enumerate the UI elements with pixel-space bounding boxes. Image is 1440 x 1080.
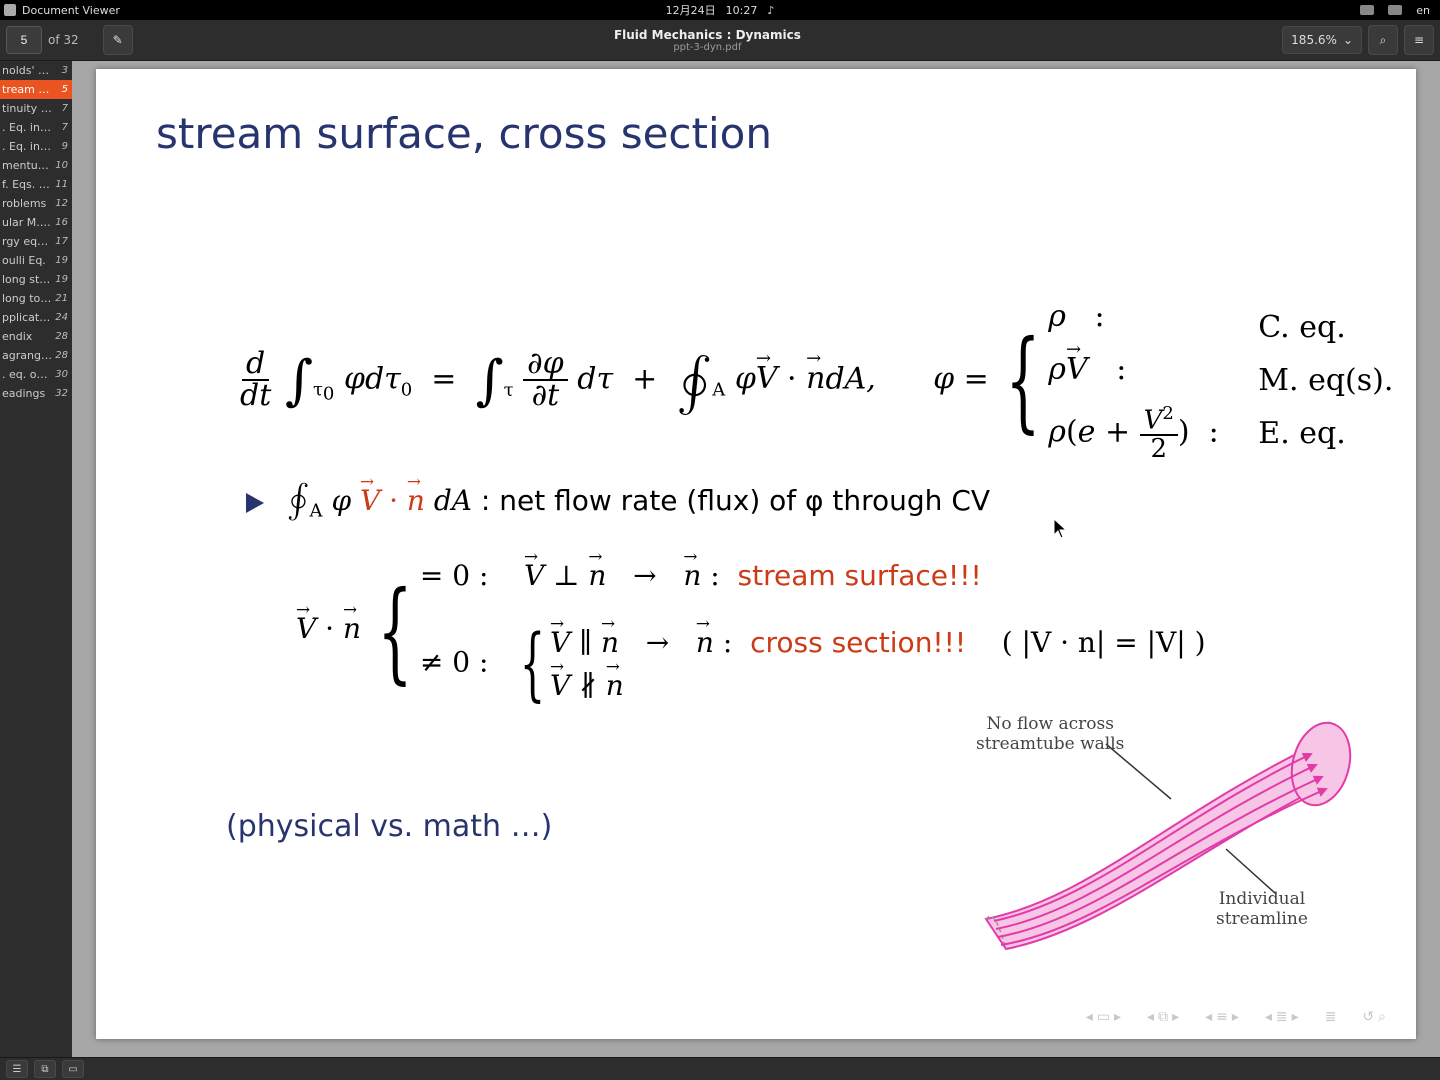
outline-item[interactable]: ular M. E…16 bbox=[0, 213, 72, 232]
main-area: nolds' tr…3tream s…5tinuity e…7. Eq. in … bbox=[0, 61, 1440, 1057]
statusbar: ☰ ⧉ ▭ bbox=[0, 1057, 1440, 1080]
topbar-date: 12月24日 bbox=[666, 2, 716, 18]
app-title: Document Viewer bbox=[22, 4, 120, 17]
tube-label-streamline: Individual streamline bbox=[1216, 889, 1308, 930]
dual-page-icon: ⧉ bbox=[41, 1064, 48, 1075]
outline-item[interactable]: long tot…21 bbox=[0, 289, 72, 308]
outline-item[interactable]: long str…19 bbox=[0, 270, 72, 289]
document-title: Fluid Mechanics : Dynamics bbox=[139, 28, 1277, 42]
zoom-selector[interactable]: 185.6% ⌄ bbox=[1282, 26, 1362, 54]
sidebar-toggle-button[interactable]: ☰ bbox=[6, 1060, 28, 1078]
outline-item[interactable]: tinuity e…7 bbox=[0, 99, 72, 118]
dual-page-button[interactable]: ⧉ bbox=[34, 1060, 56, 1078]
title-zone: Fluid Mechanics : Dynamics ppt-3-dyn.pdf bbox=[139, 28, 1277, 53]
caret-down-icon: ⌄ bbox=[1343, 33, 1353, 47]
reynolds-transport-equation: ddt ∫τ0 φdτ0 = ∫τ ∂φ∂t dτ + ∮A φV · ndA,… bbox=[236, 299, 1393, 462]
tube-label-walls: No flow across streamtube walls bbox=[976, 714, 1124, 755]
beamer-navbar: ◂▭▸ ◂⧉▸ ◂≡▸ ◂≣▸ ≣ ↺⌕ bbox=[1086, 1009, 1386, 1025]
headerbar: of 32 ✎ Fluid Mechanics : Dynamics ppt-3… bbox=[0, 20, 1440, 61]
topbar-time: 10:27 bbox=[726, 4, 758, 17]
search-button[interactable]: ⌕ bbox=[1368, 25, 1398, 55]
outline-item[interactable]: oulli Eq.19 bbox=[0, 251, 72, 270]
physical-vs-math-note: (physical vs. math …) bbox=[226, 809, 552, 844]
outline-item[interactable]: agrangi…28 bbox=[0, 346, 72, 365]
tray-icon[interactable] bbox=[1388, 5, 1402, 15]
streamtube-figure: No flow across streamtube walls Individu… bbox=[966, 699, 1366, 959]
outline-item[interactable]: pplicati…24 bbox=[0, 308, 72, 327]
outline-item[interactable]: tream s…5 bbox=[0, 80, 72, 99]
nav-back-search[interactable]: ↺⌕ bbox=[1362, 1009, 1386, 1025]
pencil-icon: ✎ bbox=[113, 33, 123, 47]
input-language[interactable]: en bbox=[1416, 4, 1430, 17]
nav-subsection[interactable]: ◂≣▸ bbox=[1265, 1009, 1299, 1025]
zoom-value: 185.6% bbox=[1291, 33, 1337, 47]
outline-item[interactable]: nolds' tr…3 bbox=[0, 61, 72, 80]
nav-section[interactable]: ◂≡▸ bbox=[1205, 1009, 1239, 1025]
slide-page: stream surface, cross section ddt ∫τ0 φd… bbox=[96, 69, 1416, 1039]
sidebar-icon: ☰ bbox=[13, 1064, 22, 1075]
search-icon: ⌕ bbox=[1380, 33, 1387, 48]
nav-slide[interactable]: ◂▭▸ bbox=[1086, 1009, 1121, 1025]
presentation-button[interactable]: ▭ bbox=[62, 1060, 84, 1078]
page-number-input[interactable] bbox=[6, 26, 42, 54]
vn-cases: V · n { = 0 : V ⊥ n → n : stream surface… bbox=[296, 559, 1206, 702]
outline-item[interactable]: . Eq. in d…9 bbox=[0, 137, 72, 156]
hamburger-icon: ≡ bbox=[1414, 33, 1424, 47]
outline-item[interactable]: eadings32 bbox=[0, 384, 72, 403]
nav-appendix[interactable]: ≣ bbox=[1325, 1009, 1337, 1025]
outline-item[interactable]: . eq. on CV30 bbox=[0, 365, 72, 384]
slide-title: stream surface, cross section bbox=[156, 109, 772, 158]
outline-item[interactable]: mentum …10 bbox=[0, 156, 72, 175]
nav-frame[interactable]: ◂⧉▸ bbox=[1147, 1009, 1179, 1025]
outline-item[interactable]: f. Eqs. o…11 bbox=[0, 175, 72, 194]
notification-icon[interactable]: ♪ bbox=[767, 4, 774, 17]
document-filename: ppt-3-dyn.pdf bbox=[139, 42, 1277, 53]
bullet-icon bbox=[246, 493, 264, 513]
screencast-icon[interactable] bbox=[1360, 5, 1374, 15]
desktop-topbar: Document Viewer 12月24日 10:27 ♪ en bbox=[0, 0, 1440, 20]
page-canvas[interactable]: stream surface, cross section ddt ∫τ0 φd… bbox=[72, 61, 1440, 1057]
outline-item[interactable]: roblems12 bbox=[0, 194, 72, 213]
page-total: of 32 bbox=[48, 33, 79, 47]
presentation-icon: ▭ bbox=[68, 1064, 77, 1075]
annotate-button[interactable]: ✎ bbox=[103, 25, 133, 55]
menu-button[interactable]: ≡ bbox=[1404, 25, 1434, 55]
flux-definition: ∮A φ V · n dA : net flow rate (flux) of … bbox=[246, 479, 990, 522]
outline-item[interactable]: rgy equa…17 bbox=[0, 232, 72, 251]
outline-item[interactable]: endix28 bbox=[0, 327, 72, 346]
outline-sidebar[interactable]: nolds' tr…3tream s…5tinuity e…7. Eq. in … bbox=[0, 61, 72, 1057]
mouse-cursor bbox=[1054, 519, 1068, 539]
app-icon bbox=[4, 4, 16, 16]
outline-item[interactable]: . Eq. in int.7 bbox=[0, 118, 72, 137]
